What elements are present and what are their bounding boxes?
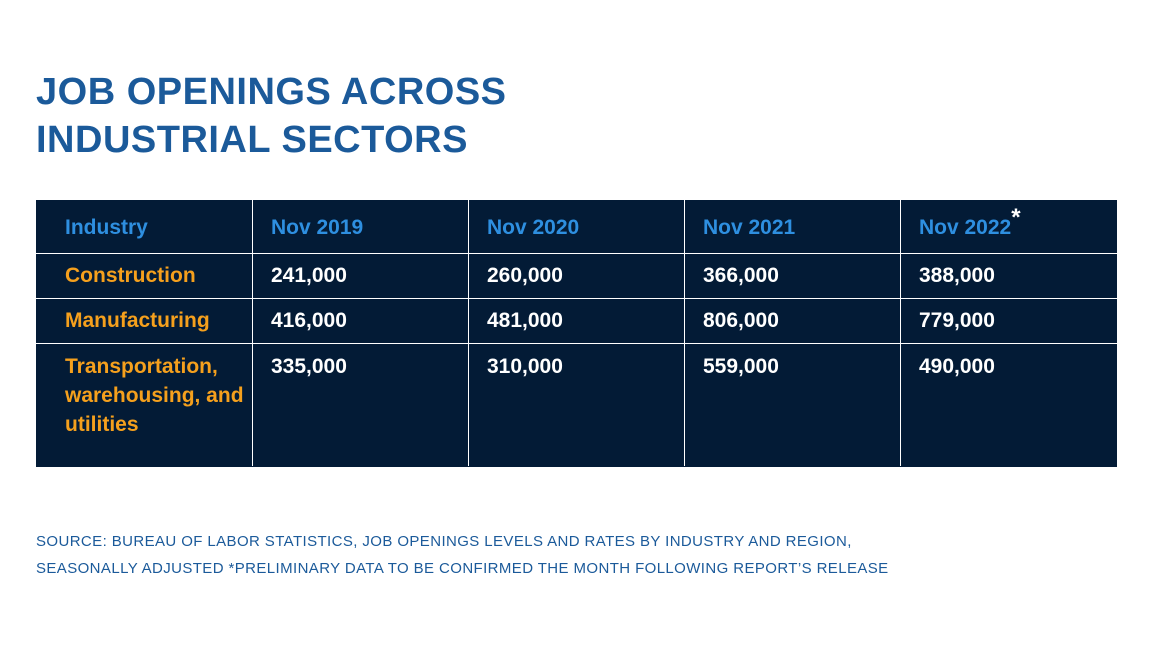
source-note: SOURCE: BUREAU OF LABOR STATISTICS, JOB … <box>36 528 1036 582</box>
column-header-nov-2020: Nov 2020 <box>468 200 685 254</box>
page-title-line-1: JOB OPENINGS ACROSS <box>36 71 507 113</box>
table-cell: 490,000 <box>900 343 1117 467</box>
column-header-nov-2022: Nov 2022* <box>900 200 1117 254</box>
table-cell: 416,000 <box>252 298 469 344</box>
table-cell: 241,000 <box>252 253 469 299</box>
table-cell: 310,000 <box>468 343 685 467</box>
table-cell: 335,000 <box>252 343 469 467</box>
table-cell: 481,000 <box>468 298 685 344</box>
row-label-transportation: Transportation, warehousing, and utiliti… <box>36 343 253 467</box>
table-cell: 559,000 <box>684 343 901 467</box>
table-cell: 366,000 <box>684 253 901 299</box>
row-label-manufacturing: Manufacturing <box>36 298 253 344</box>
table-cell: 779,000 <box>900 298 1117 344</box>
column-header-industry: Industry <box>36 200 253 254</box>
source-note-line-2: SEASONALLY ADJUSTED *PRELIMINARY DATA TO… <box>36 560 889 577</box>
table-row-manufacturing: Manufacturing 416,000 481,000 806,000 77… <box>36 298 1117 344</box>
table-row-construction: Construction 241,000 260,000 366,000 388… <box>36 253 1117 299</box>
column-header-nov-2021: Nov 2021 <box>684 200 901 254</box>
source-note-line-1: SOURCE: BUREAU OF LABOR STATISTICS, JOB … <box>36 533 852 550</box>
table-header-row: Industry Nov 2019 Nov 2020 Nov 2021 Nov … <box>36 200 1117 254</box>
page-title: JOB OPENINGS ACROSS INDUSTRIAL SECTORS <box>36 68 736 164</box>
page-title-line-2: INDUSTRIAL SECTORS <box>36 119 468 161</box>
column-header-nov-2022-label: Nov 2022 <box>919 216 1012 239</box>
row-label-construction: Construction <box>36 253 253 299</box>
table-cell: 260,000 <box>468 253 685 299</box>
column-header-nov-2019: Nov 2019 <box>252 200 469 254</box>
job-openings-table: Industry Nov 2019 Nov 2020 Nov 2021 Nov … <box>36 200 1117 467</box>
table-cell: 388,000 <box>900 253 1117 299</box>
table-row-transportation: Transportation, warehousing, and utiliti… <box>36 343 1117 467</box>
footnote-asterisk: * <box>1011 204 1021 231</box>
table-cell: 806,000 <box>684 298 901 344</box>
